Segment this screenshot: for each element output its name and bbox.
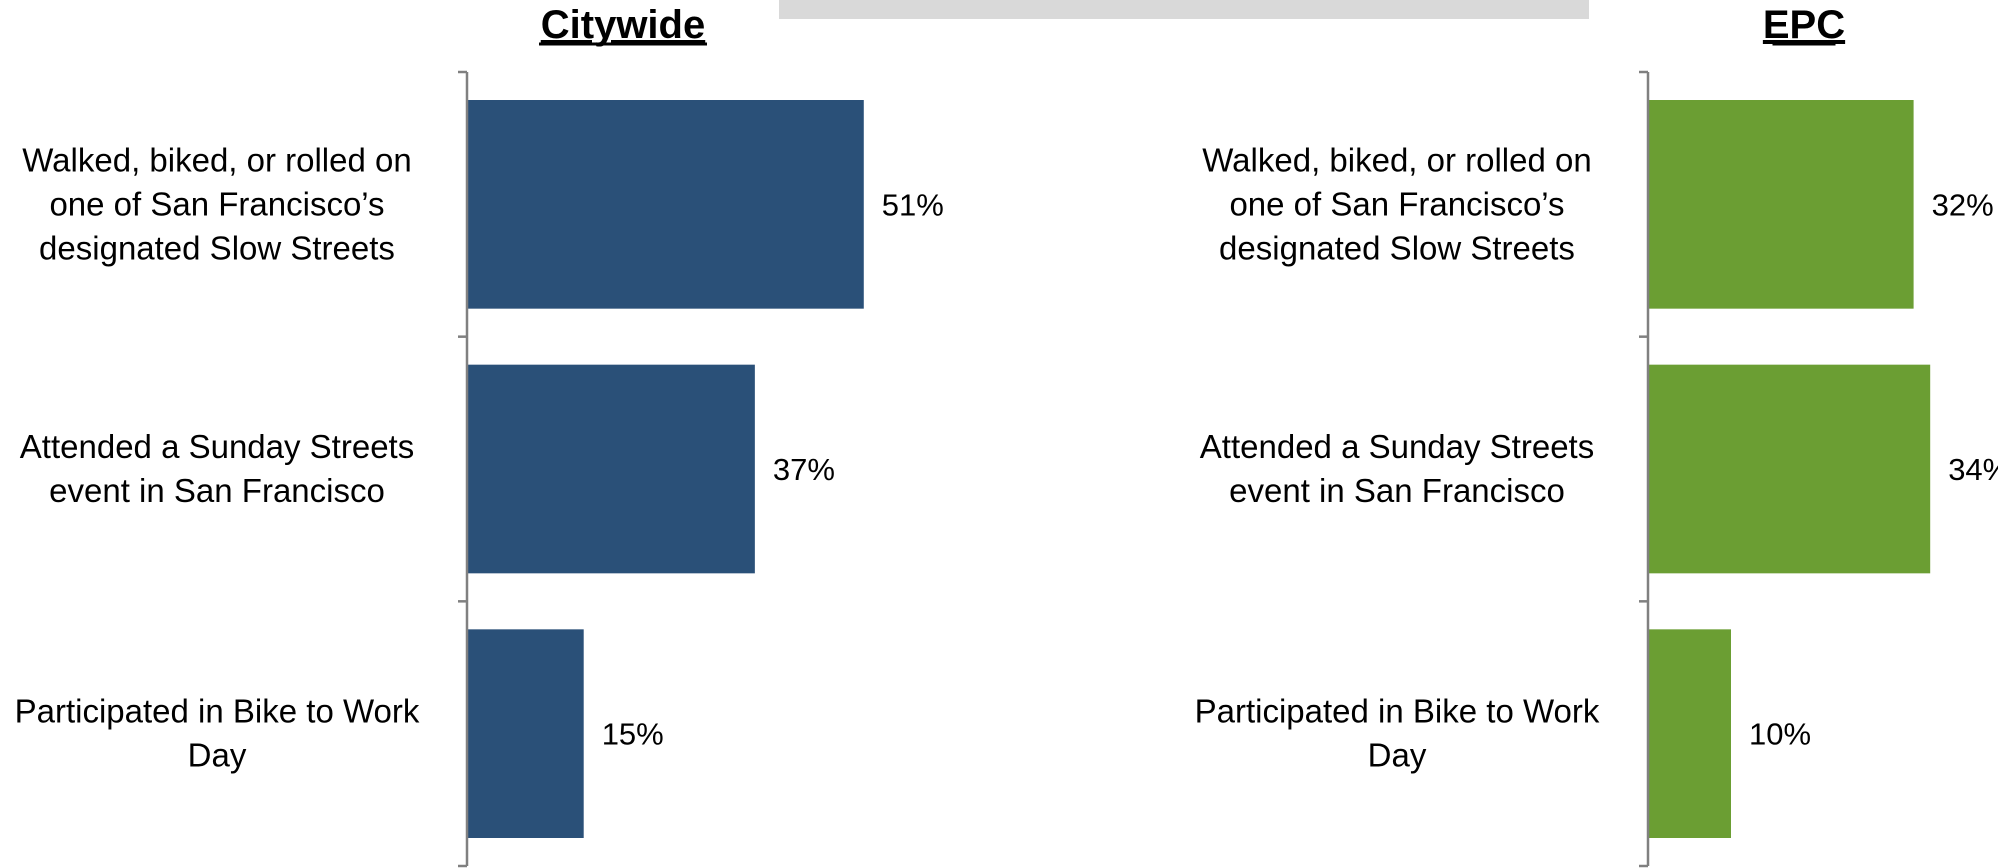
citywide-category-label-2: Attended a Sunday Streets event in San Fr… [20, 428, 414, 509]
citywide-category-label-3: Participated in Bike to Work Day [15, 693, 420, 774]
citywide-title: Citywide [541, 3, 705, 47]
epc-panel: EPC 32% Walked, biked, or rolled on one of … [1195, 3, 1998, 868]
citywide-bar-1 [467, 100, 864, 309]
epc-bar-1 [1648, 100, 1914, 309]
citywide-value-label-1: 51% [882, 187, 944, 222]
epc-category-label-2: Attended a Sunday Streets event in San Fr… [1200, 428, 1594, 509]
citywide-panel: Citywide 51% Walked, biked, or rolled on on… [15, 3, 944, 868]
top-banner [779, 0, 1589, 19]
citywide-value-label-3: 15% [602, 717, 664, 752]
epc-value-label-1: 32% [1932, 187, 1994, 222]
citywide-category-label-1: Walked, biked, or rolled on one of San Fr… [22, 141, 411, 266]
epc-bar-2 [1648, 364, 1931, 574]
citywide-value-label-2: 37% [773, 452, 835, 487]
citywide-bar-3 [467, 629, 584, 838]
epc-category-label-3: Participated in Bike to Work Day [1195, 693, 1600, 774]
citywide-bar-2 [467, 364, 755, 574]
epc-value-label-3: 10% [1749, 717, 1811, 752]
epc-value-label-2: 34% [1948, 452, 1998, 487]
epc-title: EPC [1763, 3, 1845, 47]
epc-category-label-1: Walked, biked, or rolled on one of San Fr… [1202, 141, 1591, 266]
epc-bar-3 [1648, 629, 1731, 838]
